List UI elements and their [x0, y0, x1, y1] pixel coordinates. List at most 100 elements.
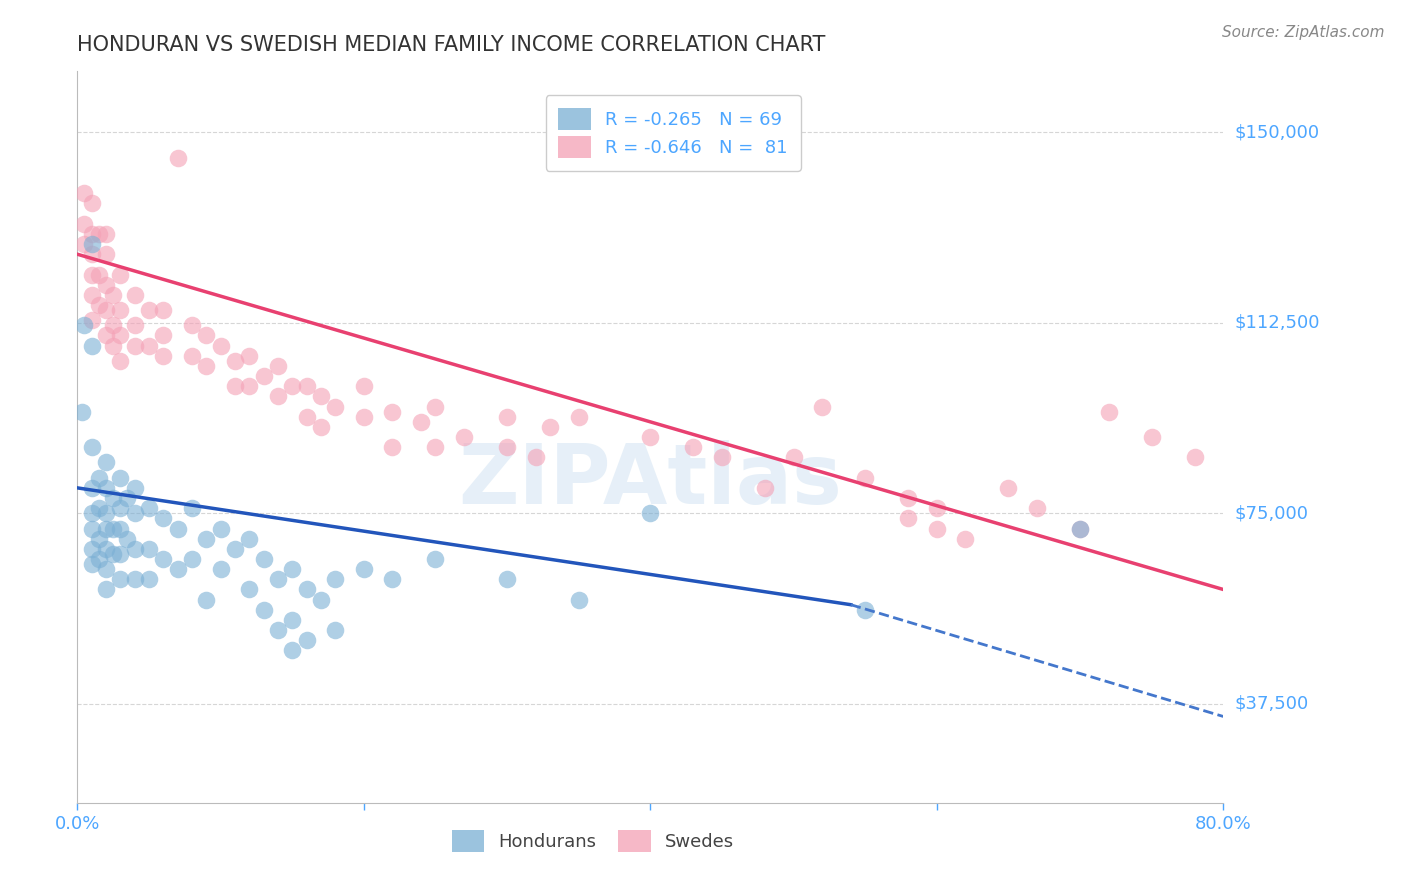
Point [853, 603, 876, 617]
Text: ZIPAtlas: ZIPAtlas [458, 441, 842, 522]
Point [496, 572, 519, 586]
Point [87, 552, 110, 566]
Point [94, 506, 117, 520]
Point [353, 562, 375, 576]
Point [195, 532, 218, 546]
Point [1026, 501, 1049, 516]
Point [80, 506, 103, 520]
Point [925, 501, 948, 516]
Point [80, 557, 103, 571]
Point [252, 552, 274, 566]
Point [238, 532, 260, 546]
Point [425, 400, 447, 414]
Point [110, 572, 132, 586]
Point [80, 268, 103, 282]
Point [166, 151, 188, 165]
Point [252, 369, 274, 384]
Point [224, 541, 246, 556]
Point [101, 318, 124, 333]
Point [425, 440, 447, 454]
Point [152, 349, 174, 363]
Point [80, 521, 103, 535]
Point [309, 420, 332, 434]
Point [353, 379, 375, 393]
Point [94, 481, 117, 495]
Point [568, 592, 591, 607]
Point [94, 227, 117, 241]
Point [80, 338, 103, 352]
Point [166, 521, 188, 535]
Point [117, 532, 139, 546]
Point [925, 521, 948, 535]
Point [195, 328, 218, 343]
Point [267, 572, 290, 586]
Point [80, 313, 103, 327]
Point [1140, 430, 1163, 444]
Point [110, 547, 132, 561]
Point [180, 552, 204, 566]
Point [80, 247, 103, 261]
Point [640, 430, 662, 444]
Point [80, 227, 103, 241]
Point [138, 338, 160, 352]
Point [124, 288, 146, 302]
Point [180, 318, 204, 333]
Point [138, 501, 160, 516]
Text: $150,000: $150,000 [1234, 123, 1320, 141]
Point [73, 237, 96, 252]
Point [195, 592, 218, 607]
Point [94, 247, 117, 261]
Point [309, 389, 332, 403]
Point [110, 521, 132, 535]
Point [117, 491, 139, 505]
Point [94, 328, 117, 343]
Point [180, 349, 204, 363]
Point [853, 471, 876, 485]
Point [80, 541, 103, 556]
Point [295, 633, 318, 648]
Point [453, 430, 475, 444]
Point [710, 450, 733, 465]
Point [152, 303, 174, 318]
Point [897, 491, 920, 505]
Point [252, 603, 274, 617]
Point [110, 303, 132, 318]
Point [224, 354, 246, 368]
Point [209, 562, 232, 576]
Text: HONDURAN VS SWEDISH MEDIAN FAMILY INCOME CORRELATION CHART: HONDURAN VS SWEDISH MEDIAN FAMILY INCOME… [77, 35, 825, 54]
Point [124, 506, 146, 520]
Point [496, 409, 519, 424]
Point [381, 440, 404, 454]
Point [496, 440, 519, 454]
Point [682, 440, 704, 454]
Point [94, 562, 117, 576]
Point [87, 471, 110, 485]
Point [152, 511, 174, 525]
Point [94, 303, 117, 318]
Point [295, 379, 318, 393]
Point [110, 268, 132, 282]
Point [1184, 450, 1206, 465]
Point [124, 572, 146, 586]
Point [138, 572, 160, 586]
Point [166, 562, 188, 576]
Point [124, 318, 146, 333]
Point [87, 298, 110, 312]
Point [295, 582, 318, 597]
Point [80, 440, 103, 454]
Point [94, 582, 117, 597]
Point [110, 328, 132, 343]
Point [238, 349, 260, 363]
Point [138, 303, 160, 318]
Point [238, 582, 260, 597]
Text: $37,500: $37,500 [1234, 695, 1309, 713]
Point [754, 481, 776, 495]
Point [195, 359, 218, 373]
Point [101, 288, 124, 302]
Point [124, 541, 146, 556]
Point [568, 409, 591, 424]
Point [411, 415, 433, 429]
Point [309, 592, 332, 607]
Point [70, 405, 93, 419]
Point [238, 379, 260, 393]
